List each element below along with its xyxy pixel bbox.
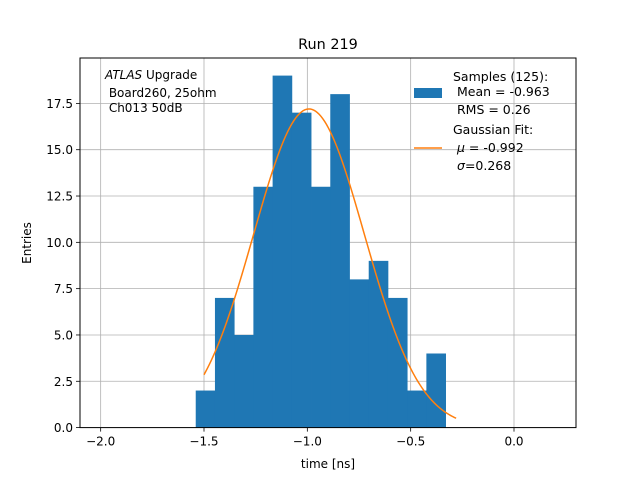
y-tick-label: 12.5 [46,190,73,204]
histogram-bar [253,186,274,428]
legend-fit-line-2: μ = -0.992 [456,140,524,155]
plot-frame [79,57,577,429]
annotation-atlas: ATLAS [104,68,143,82]
y-tick-label: 15.0 [46,143,73,157]
histogram-bar [407,390,427,428]
annotation: ATLAS Upgrade Board260, 25ohm Ch013 50dB [104,68,217,115]
chart-title: Run 219 [298,37,358,53]
gaussian-fit-curve [203,108,457,419]
y-tick-label: 7.5 [54,282,73,296]
histogram-bar [368,260,389,428]
x-axis-label: time [ns] [301,457,355,471]
y-tick-label: 0.0 [54,421,73,435]
y-tick-label: 10.0 [46,236,73,250]
x-tick-label: −0.5 [396,435,425,449]
histogram-bars [195,75,446,428]
histogram-bar [330,94,350,428]
legend-hist-line-3: RMS = 0.26 [453,102,531,117]
legend: Samples (125): Mean = -0.963 RMS = 0.26 … [414,69,550,173]
x-tick-label: −2.0 [86,435,115,449]
legend-hist-swatch [414,88,442,98]
y-tick-label: 5.0 [54,328,73,342]
axis-ticks: −2.0 −1.5 −1.0 −0.5 0.0 0.0 2.5 5.0 7.5 10.0 12.5 1… [46,97,523,449]
histogram-bar [195,390,216,428]
annotation-upgrade: Upgrade [142,68,197,82]
histogram-bar [214,297,235,428]
histogram-bar [234,334,254,428]
annotation-line-1: ATLAS Upgrade [104,68,197,82]
legend-hist-line-1: Samples (125): [453,69,548,84]
histogram-bar [426,353,446,428]
annotation-line-2: Board260, 25ohm [105,86,217,100]
y-axis-label: Entries [20,222,34,264]
histogram-bar [311,186,331,428]
y-tick-label: 17.5 [46,97,73,111]
legend-fit-line-3: σ=0.268 [457,158,511,173]
histogram-bar [387,297,408,428]
histogram-bar [272,75,293,428]
annotation-line-3: Ch013 50dB [105,101,183,115]
legend-sigma-value: =0.268 [465,158,511,173]
histogram-bar [291,112,312,428]
histogram-bar [349,279,370,428]
legend-mu-value: = -0.992 [465,140,524,155]
x-tick-label: −1.0 [293,435,322,449]
gaussian-fit [203,108,457,419]
legend-fit-line-1: Gaussian Fit: [453,122,533,137]
legend-hist-line-2: Mean = -0.963 [453,84,550,99]
y-tick-label: 2.5 [54,375,73,389]
x-tick-label: −1.5 [189,435,218,449]
legend-sigma-symbol: σ [457,158,466,173]
legend-mu-symbol: μ [456,140,465,155]
x-tick-label: 0.0 [504,435,523,449]
